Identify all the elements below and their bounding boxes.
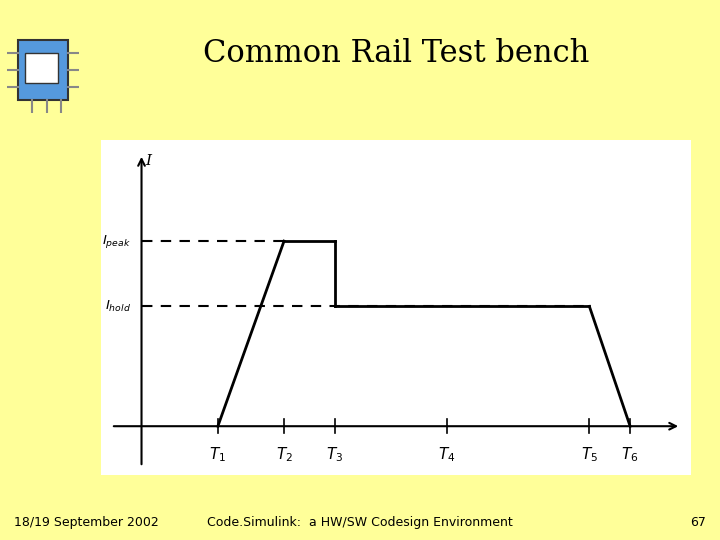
Text: Code.Simulink:  a HW/SW Codesign Environment: Code.Simulink: a HW/SW Codesign Environm…	[207, 516, 513, 529]
Text: $I_{peak}$: $I_{peak}$	[102, 233, 131, 249]
Text: $T_2$: $T_2$	[276, 446, 292, 464]
Text: I: I	[145, 154, 152, 168]
FancyBboxPatch shape	[25, 53, 58, 83]
Text: $T_3$: $T_3$	[326, 446, 343, 464]
Text: $I_{hold}$: $I_{hold}$	[105, 299, 131, 314]
FancyBboxPatch shape	[18, 40, 68, 100]
Text: $T_1$: $T_1$	[210, 446, 226, 464]
Text: 67: 67	[690, 516, 706, 529]
Text: Common Rail Test bench: Common Rail Test bench	[203, 38, 589, 69]
Text: $T_5$: $T_5$	[581, 446, 598, 464]
Text: 18/19 September 2002: 18/19 September 2002	[14, 516, 159, 529]
Text: $T_6$: $T_6$	[621, 446, 639, 464]
Text: $T_4$: $T_4$	[438, 446, 456, 464]
